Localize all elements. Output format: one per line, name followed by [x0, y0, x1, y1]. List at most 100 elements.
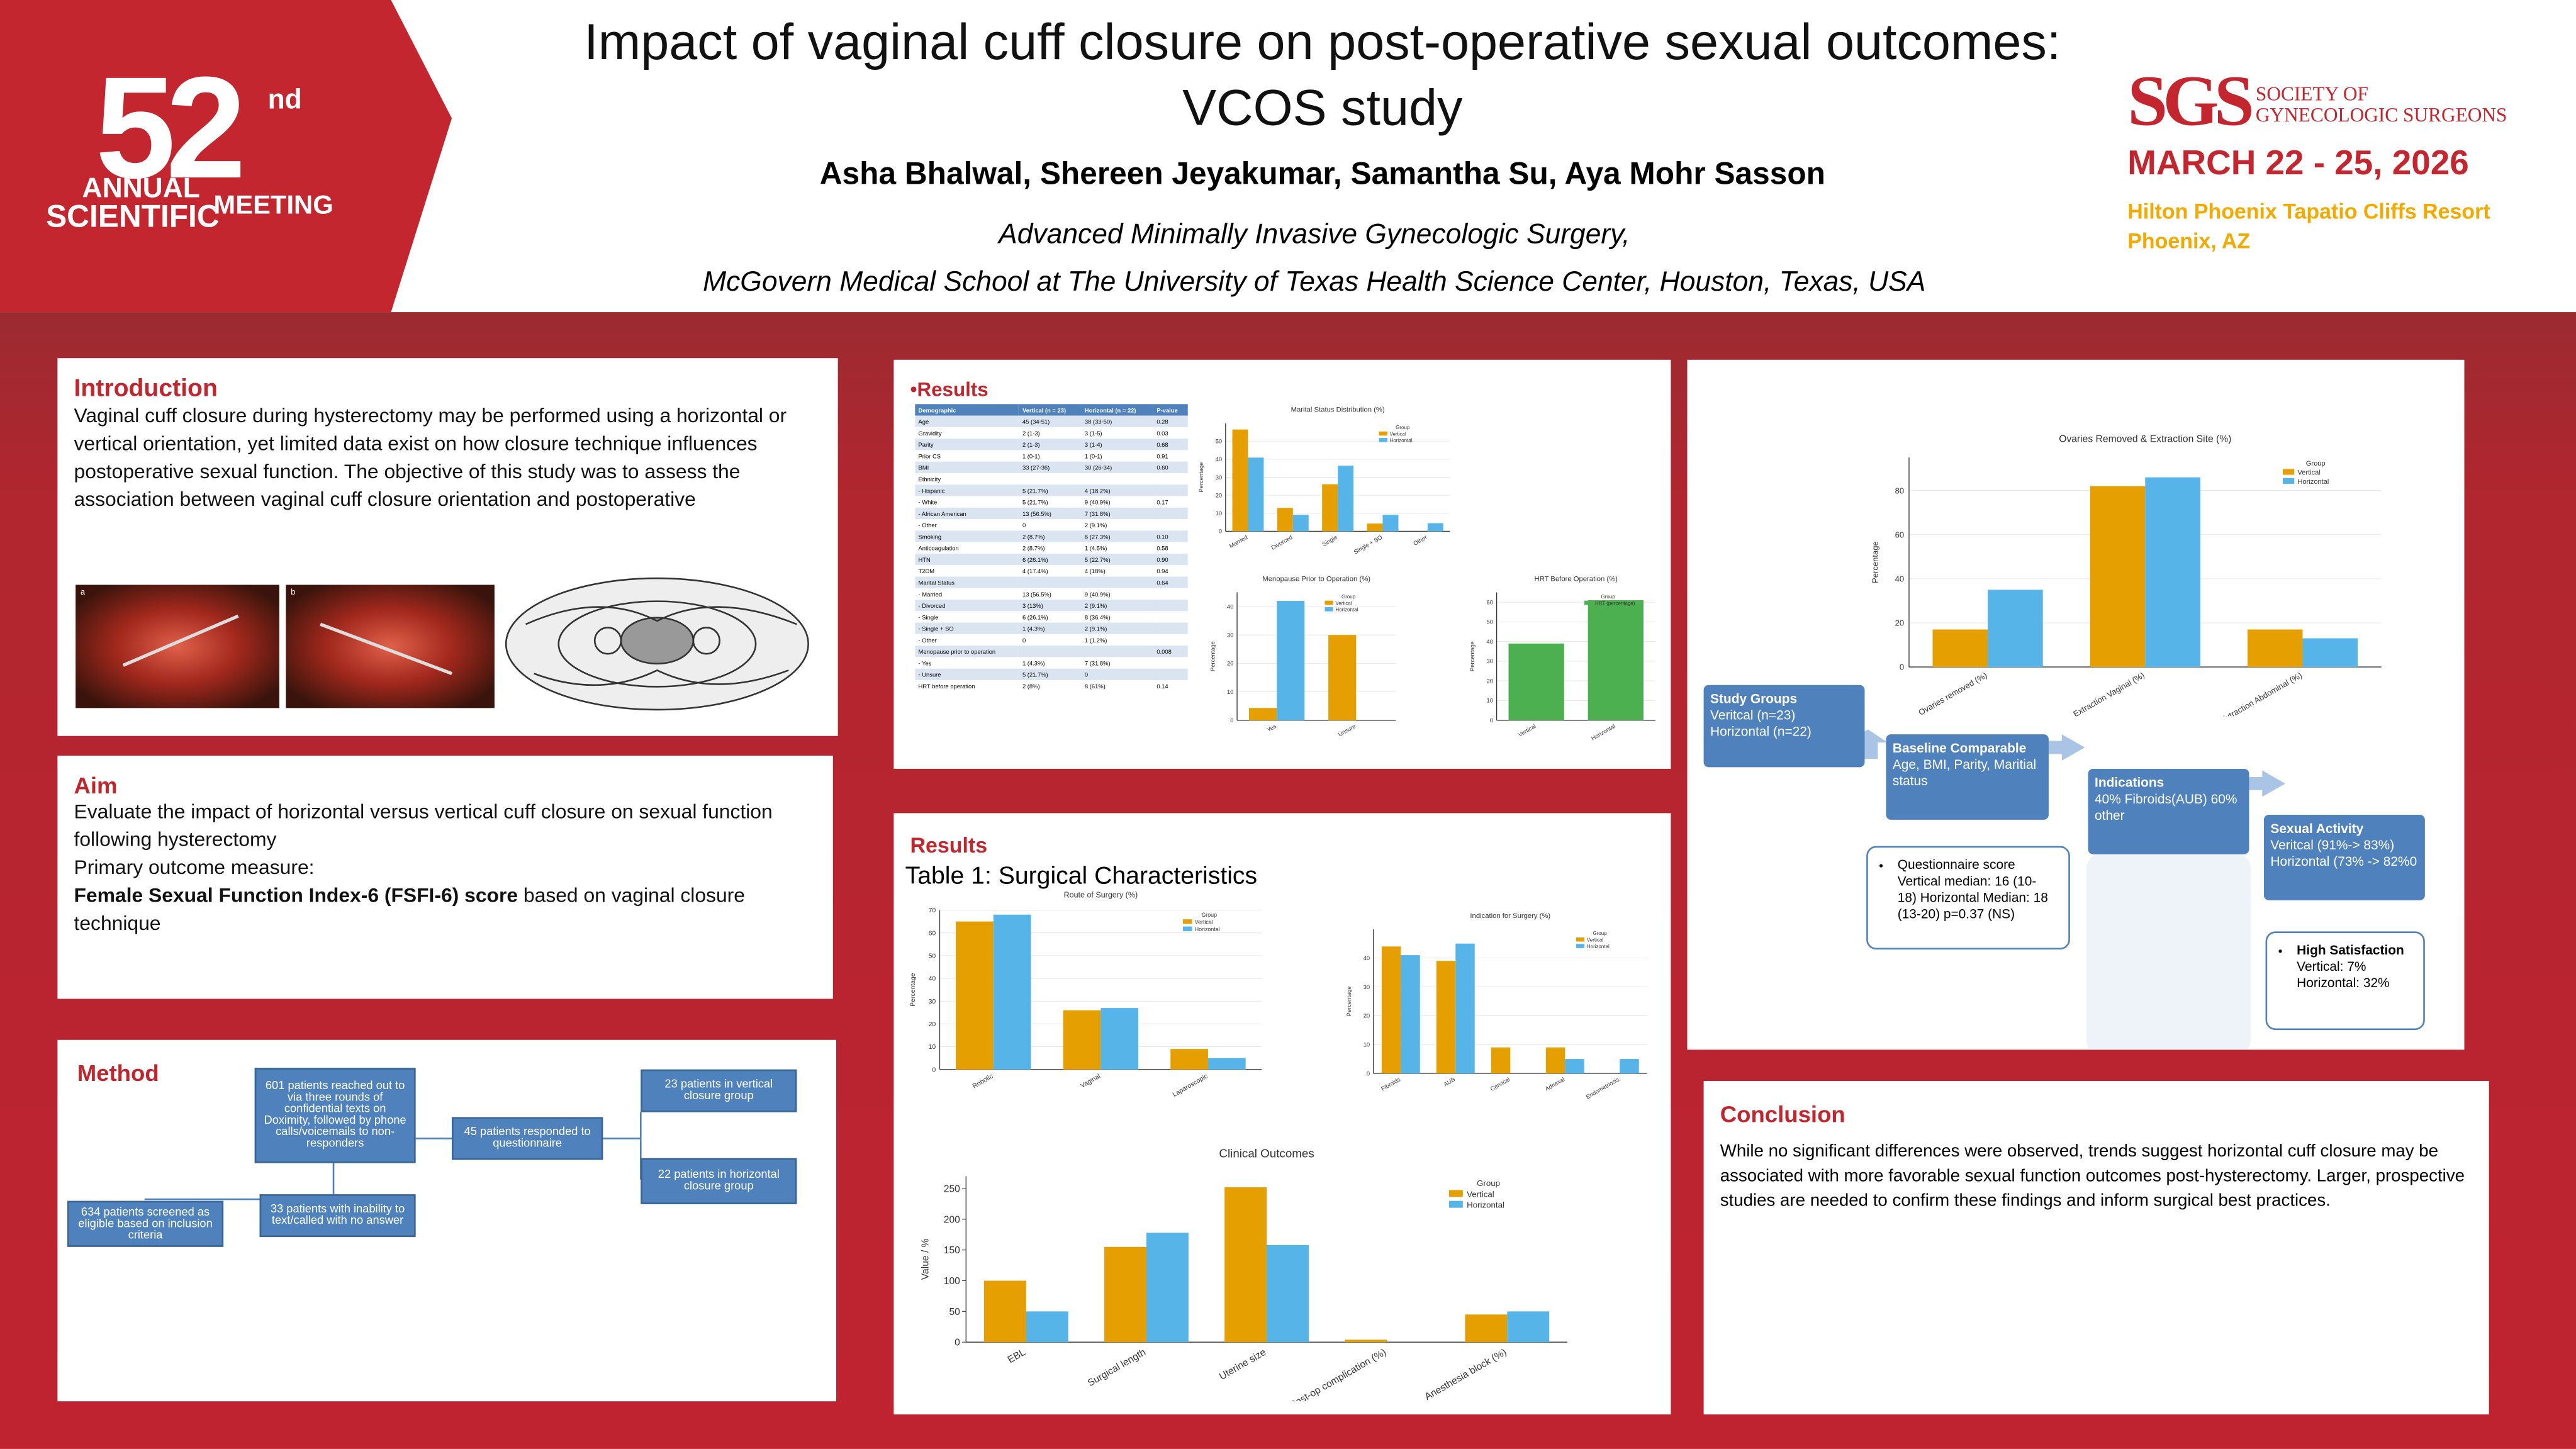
cell: Prior CS: [918, 452, 941, 459]
cell: Smoking: [918, 533, 942, 540]
x-tick-label: Married: [1228, 534, 1248, 549]
table-row: - Married 13 (56.5%) 9 (40.9%): [915, 588, 1188, 600]
x-tick-label: Surgical length: [1086, 1347, 1148, 1389]
cell: 3 (1-5): [1084, 429, 1102, 437]
header-cell: Demographic: [918, 406, 956, 413]
cell-empty: [1153, 519, 1188, 530]
cell: - Yes: [918, 659, 932, 666]
table-row: Parity 2 (1-3) 3 (1-4) 0.68: [915, 439, 1188, 450]
y-tick-label: 0: [955, 1338, 960, 1348]
table-row: Anticoagulation 2 (8.7%) 1 (4.5%) 0.58: [915, 542, 1188, 554]
header-cell: P-value: [1156, 406, 1178, 413]
aim-text: Primary outcome measure:: [74, 856, 315, 879]
bar: [1338, 466, 1354, 532]
cell: - Married: [918, 590, 943, 598]
table-row: Menopause prior to operation 0.008: [915, 646, 1188, 657]
heading: Conclusion: [1720, 1100, 1845, 1127]
note-box: Questionnaire score Vertical median: 16 …: [1866, 846, 2070, 950]
cell: 1 (4.5%): [1084, 544, 1107, 551]
table-row: - Divorced 3 (13%) 2 (9.1%): [915, 600, 1188, 612]
heading: Results: [910, 832, 988, 858]
bar: [1565, 1059, 1584, 1074]
cell: 1 (4.3%): [1022, 625, 1045, 632]
cell: - Single: [918, 613, 939, 620]
bar: [1063, 1010, 1101, 1070]
box-text: 40% Fibroids(AUB) 60% other: [2095, 792, 2237, 824]
bar: [1248, 457, 1264, 532]
conclusion-panel: Conclusion While no significant differen…: [1703, 1081, 2489, 1415]
chart: Clinical Outcomes Value / % 0 50 100 150 200 25…: [921, 1147, 1567, 1401]
cell: - African American: [918, 510, 966, 517]
legend-swatch: [2282, 469, 2295, 475]
summary-box: Indications 40% Fibroids(AUB) 60% other: [2088, 768, 2249, 854]
table-row: T2DM 4 (17.4%) 4 (18%) 0.94: [915, 565, 1188, 577]
cell: - Single + SO: [918, 625, 954, 632]
shadow: [2086, 853, 2251, 1050]
instrument: [122, 614, 239, 667]
cell-empty: [1019, 576, 1082, 588]
introduction-text: Vaginal cuff closure during hysterectomy…: [74, 404, 787, 512]
cell: Marital Status: [918, 579, 955, 586]
cell-empty: [1082, 473, 1153, 484]
cell: 0: [1022, 521, 1026, 529]
y-tick-label: 150: [944, 1245, 960, 1256]
cell: 4 (18%): [1084, 568, 1106, 574]
y-tick-label: 70: [929, 907, 936, 914]
table-row: - Single + SO 1 (4.3%) 2 (9.1%): [915, 622, 1188, 634]
x-tick-label: Adnexal: [1543, 1076, 1565, 1092]
bar: [2090, 486, 2146, 668]
bar: [1620, 1059, 1639, 1074]
table-row: Gravidity 2 (1-3) 3 (1-5) 0.03: [915, 427, 1188, 439]
cell: Gravidity: [918, 429, 942, 437]
bar: [1345, 1340, 1387, 1343]
bar: [1322, 484, 1338, 532]
title: Impact of vaginal cuff closure on post-o…: [493, 10, 2152, 142]
y-tick-label: 0: [932, 1066, 936, 1073]
legend-swatch: [1324, 600, 1333, 605]
legend-swatch: [2282, 478, 2295, 484]
y-axis-label: Percentage: [1197, 462, 1204, 493]
legend-label: Vertical: [1390, 431, 1406, 437]
cell: 0.10: [1156, 533, 1168, 540]
bar: [1932, 629, 1988, 668]
legend-label: Vertical: [1335, 600, 1352, 606]
figures: a b: [76, 577, 809, 711]
title-line: Impact of vaginal cuff closure on post-o…: [584, 13, 2061, 71]
bar: [1328, 635, 1357, 720]
aim-text: Evaluate the impact of horizontal versus…: [74, 800, 773, 851]
bar: [1367, 523, 1383, 532]
bar: [1248, 708, 1277, 720]
results-panel: Results Table 1: Surgical Characteristic…: [893, 813, 1671, 1415]
table-row: Age 45 (34-51) 38 (33-50) 0.28: [915, 415, 1188, 427]
legend-swatch: [1584, 600, 1593, 605]
y-tick-label: 20: [1227, 660, 1233, 667]
society-venue: Hilton Phoenix Tapatio Cliffs Resort Pho…: [2127, 197, 2490, 256]
cell-empty: [1082, 576, 1153, 588]
bar: [1104, 1246, 1146, 1343]
table-row: HTN 6 (26.1%) 5 (22.7%) 0.90: [915, 553, 1188, 566]
x-tick-label: Endometriosis: [1584, 1075, 1620, 1100]
y-tick-label: 10: [1364, 1041, 1370, 1048]
cell: - Unsure: [918, 671, 941, 678]
y-tick-label: 200: [944, 1214, 960, 1225]
bar: [1988, 590, 2043, 668]
cell: Menopause prior to operation: [918, 648, 996, 655]
table-row: - Hispanic 5 (21.7%) 4 (18.2%): [915, 484, 1188, 496]
bar: [1401, 955, 1420, 1074]
cell: 6 (27.3%): [1084, 533, 1111, 540]
y-tick-label: 20: [1895, 618, 1905, 628]
y-tick-label: 50: [929, 953, 936, 960]
illustration: [505, 577, 809, 711]
cell-empty: [1153, 484, 1188, 496]
bar: [1436, 961, 1456, 1074]
cell: - White: [918, 498, 938, 505]
chart-title: Clinical Outcomes: [1219, 1147, 1314, 1160]
chart: Marital Status Distribution (%) Percentag…: [1197, 406, 1450, 556]
chart-title: HRT Before Operation (%): [1535, 576, 1618, 583]
y-tick-label: 80: [1895, 486, 1905, 495]
chart-title: Indication for Surgery (%): [1470, 912, 1550, 920]
legend-label: Horizontal: [1587, 944, 1610, 949]
cell: - Hispanic: [918, 487, 945, 494]
x-tick-label: Divorced: [1270, 534, 1294, 551]
